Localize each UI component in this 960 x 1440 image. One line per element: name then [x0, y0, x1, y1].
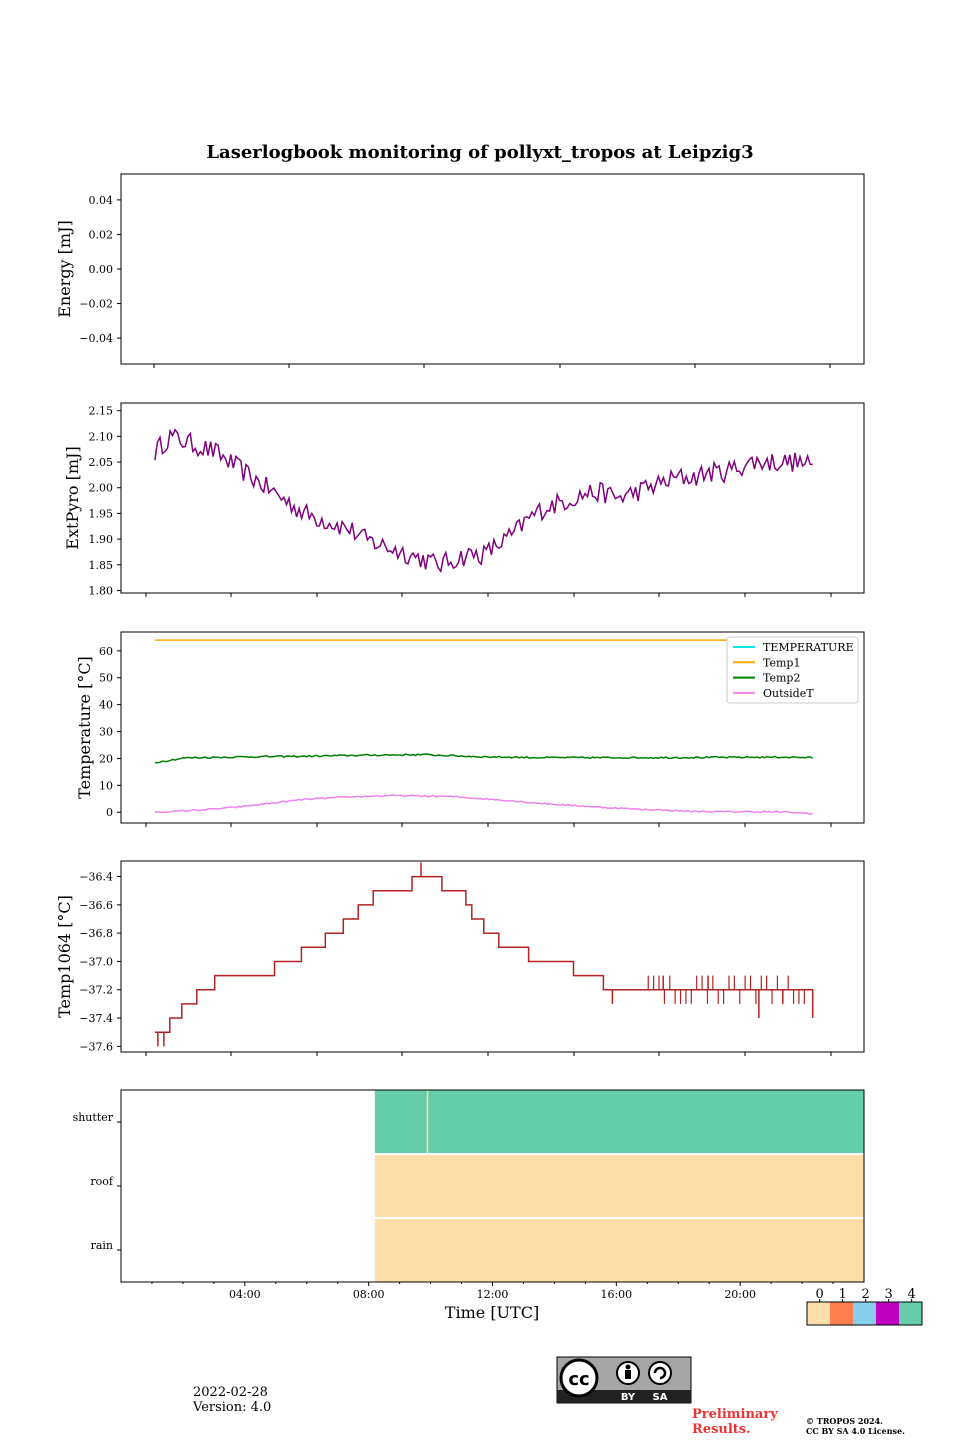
extpyro-axes-frame	[120, 402, 865, 594]
temp1064-ytick-label: −37.6	[79, 1040, 113, 1053]
temperature-ytick-label: 60	[99, 645, 113, 658]
panel-temperature: 60 50 40 30 20 10 0 Temperature [°C] TEMPERATURE…	[75, 631, 865, 827]
temperature-ytick-label: 40	[99, 699, 113, 712]
colorbar-swatch-0	[807, 1302, 830, 1325]
colorbar-swatch-3	[876, 1302, 899, 1325]
x-axis-label: Time [UTC]	[445, 1303, 539, 1322]
xtick-label: 16:00	[600, 1288, 632, 1301]
temperature-ytick-label: 0	[106, 806, 113, 819]
energy-ytick-label: −0.02	[79, 298, 113, 311]
temp1064-ylabel: Temp1064 [°C]	[55, 895, 74, 1018]
sa-share-icon	[648, 1361, 672, 1385]
colorbar-label: 0	[816, 1287, 824, 1302]
colorbar-frame	[806, 1301, 923, 1326]
energy-ytick-label: −0.04	[79, 332, 113, 345]
xtick-label: 08:00	[353, 1288, 385, 1301]
flag-segment-rain	[374, 1219, 864, 1282]
extpyro-ytick-label: 2.05	[89, 456, 114, 469]
extpyro-ytick-label: 2.00	[89, 482, 114, 495]
footer-date: 2022-02-28	[193, 1385, 268, 1400]
series-ExtPyro	[154, 428, 813, 574]
extpyro-ytick-label: 1.90	[89, 533, 114, 546]
energy-axes-frame	[120, 173, 865, 365]
temp1064-ytick-label: −37.2	[79, 984, 113, 997]
colorbar-swatch-1	[830, 1302, 853, 1325]
license-line1: © TROPOS 2024.	[806, 1416, 883, 1426]
preliminary-line2: Results.	[692, 1422, 751, 1437]
extpyro-ytick-label: 2.15	[89, 405, 114, 418]
extpyro-ytick-label: 2.10	[89, 430, 114, 443]
cc-by-label: BY	[621, 1392, 636, 1403]
temp1064-ytick-label: −37.0	[79, 955, 113, 968]
series-Temp2	[154, 753, 814, 764]
cc-circle-icon	[559, 1358, 599, 1398]
energy-ytick-label: 0.02	[89, 228, 114, 241]
temp1064-ytick-label: −36.4	[79, 871, 113, 884]
xtick-label: 12:00	[477, 1288, 509, 1301]
colorbar-label: 1	[839, 1287, 847, 1302]
xtick-label: 04:00	[229, 1288, 261, 1301]
temperature-ytick-label: 50	[99, 672, 113, 685]
energy-ylabel: Energy [mJ]	[55, 220, 74, 318]
energy-ytick-label: 0.04	[89, 194, 114, 207]
temperature-legend: TEMPERATURE Temp1 Temp2 OutsideT	[726, 636, 859, 704]
colorbar-swatch-2	[853, 1302, 876, 1325]
panel-energy: 0.04 0.02 0.00 −0.02 −0.04 Energy [mJ]	[55, 173, 865, 368]
energy-ytick-label: 0.00	[89, 263, 114, 276]
row-label-roof: roof	[90, 1175, 114, 1188]
extpyro-ytick-label: 1.85	[89, 559, 114, 572]
colorbar-label: 2	[862, 1287, 870, 1302]
temperature-ylabel: Temperature [°C]	[75, 656, 94, 799]
temperature-ytick-label: 20	[99, 752, 113, 765]
row-label-rain: rain	[91, 1239, 113, 1252]
cc-license-badge: cc BY SA	[556, 1356, 692, 1404]
cc-sa-label: SA	[653, 1392, 668, 1403]
preliminary-line1: Preliminary	[692, 1407, 778, 1422]
flag-segment-roof	[374, 1155, 864, 1217]
legend-box	[726, 636, 859, 704]
legend-label-TEMPERATURE: TEMPERATURE	[763, 641, 854, 654]
temperature-ytick-label: 30	[99, 726, 113, 739]
row-label-shutter: shutter	[73, 1111, 114, 1124]
extpyro-ylabel: ExtPyro [mJ]	[63, 446, 82, 549]
license-line2: CC BY SA 4.0 License.	[806, 1426, 905, 1436]
temp1064-ytick-label: −36.6	[79, 899, 113, 912]
legend-label-Temp1: Temp1	[763, 656, 800, 669]
extpyro-ytick-label: 1.95	[89, 507, 114, 520]
temp1064-axes-frame	[120, 860, 865, 1053]
temp1064-ytick-label: −36.8	[79, 927, 113, 940]
footer-version: Version: 4.0	[192, 1400, 271, 1415]
legend-label-OutsideT: OutsideT	[763, 687, 814, 700]
colorbar-swatch-4	[899, 1302, 922, 1325]
xtick-label: 20:00	[724, 1288, 756, 1301]
series-Temp1064	[154, 875, 814, 1033]
legend-label-Temp2: Temp2	[763, 672, 800, 685]
panel-temp1064: −36.4 −36.6 −36.8 −37.0 −37.2 −37.4 −37.6 Temp1…	[55, 860, 865, 1056]
panel-extpyro: 2.15 2.10 2.05 2.00 1.95 1.90 1.85 1.80 ExtPyro …	[63, 402, 865, 597]
colorbar-label: 4	[908, 1287, 916, 1302]
temperature-ytick-label: 10	[99, 779, 113, 792]
series-OutsideT	[154, 794, 813, 815]
colorbar-label: 3	[885, 1287, 893, 1302]
chart-title: Laserlogbook monitoring of pollyxt_tropo…	[206, 142, 753, 163]
panel-flags: shutter roof rain 04:00 08:00 12:00 16:00 20:00…	[73, 1089, 923, 1326]
cc-logo-text: cc	[568, 1369, 589, 1390]
temp1064-ytick-label: −37.4	[79, 1012, 113, 1025]
extpyro-ytick-label: 1.80	[89, 584, 114, 597]
flag-segment-shutter	[374, 1090, 864, 1153]
